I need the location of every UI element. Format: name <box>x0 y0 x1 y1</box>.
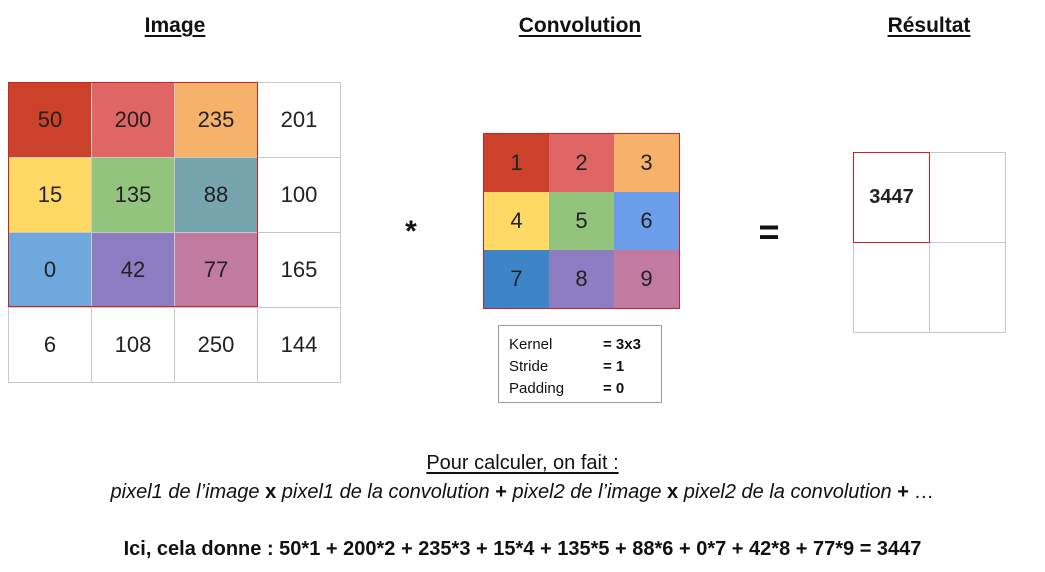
image-title: Image <box>144 14 206 37</box>
explanation-formula: pixel1 de l’image x pixel1 de la convolu… <box>0 481 1045 504</box>
kernel-size-value: = 3x3 <box>603 336 641 353</box>
image-cell-r4c4: 144 <box>258 308 341 383</box>
result-cell-r1c2 <box>930 153 1006 243</box>
kernel-cell-r1c1: 1 <box>484 134 549 192</box>
explanation-heading: Pour calculer, on fait : <box>0 452 1045 475</box>
formula-part-4: pixel2 de la convolution <box>678 481 898 503</box>
formula-plus-2: + <box>897 481 909 503</box>
image-cell-r1c4: 201 <box>258 83 341 158</box>
image-cell-r4c1: 6 <box>9 308 92 383</box>
image-matrix: 50 200 235 201 15 135 88 100 0 42 77 165 6 108 250 144 <box>8 82 341 383</box>
kernel-size-row: Kernel = 3x3 <box>509 334 661 356</box>
image-cell-r4c3: 250 <box>175 308 258 383</box>
equals-operator: = <box>758 211 780 252</box>
image-cell-r1c2: 200 <box>92 83 175 158</box>
formula-part-3: pixel2 de l’image <box>506 481 668 503</box>
formula-plus-1: + <box>495 481 507 503</box>
image-cell-r3c2: 42 <box>92 233 175 308</box>
kernel-cell-r2c1: 4 <box>484 192 549 250</box>
explanation-result-line: Ici, cela donne : 50*1 + 200*2 + 235*3 +… <box>123 538 922 560</box>
image-cell-r1c3: 235 <box>175 83 258 158</box>
kernel-cell-r1c3: 3 <box>614 134 679 192</box>
result-title: Résultat <box>887 14 971 37</box>
kernel-cell-r2c3: 6 <box>614 192 679 250</box>
multiply-operator: * <box>405 215 417 248</box>
formula-multiply-2: x <box>667 481 679 503</box>
image-cell-r3c1: 0 <box>9 233 92 308</box>
padding-row: Padding = 0 <box>509 378 661 400</box>
image-cell-r3c3: 77 <box>175 233 258 308</box>
kernel-size-label: Kernel <box>509 336 553 353</box>
image-cell-r2c1: 15 <box>9 158 92 233</box>
kernel-cell-r3c3: 9 <box>614 250 679 308</box>
stride-value: = 1 <box>603 358 625 375</box>
kernel-cell-r3c2: 8 <box>549 250 614 308</box>
stride-row: Stride = 1 <box>509 356 661 378</box>
result-cell-r1c1: 3447 <box>854 153 930 243</box>
image-cell-r1c1: 50 <box>9 83 92 158</box>
result-cell-r2c1 <box>854 243 930 333</box>
formula-part-2: pixel1 de la convolution <box>276 481 496 503</box>
image-cell-r3c4: 165 <box>258 233 341 308</box>
formula-part-5: … <box>908 481 935 503</box>
explanation-heading-text: Pour calculer, on fait : <box>426 452 619 474</box>
formula-part-1: pixel1 de l’image <box>110 481 266 503</box>
result-matrix: 3447 <box>853 152 1006 333</box>
kernel-cell-r2c2: 5 <box>549 192 614 250</box>
convolution-title: Convolution <box>518 14 642 37</box>
image-cell-r2c2: 135 <box>92 158 175 233</box>
result-cell-r2c2 <box>930 243 1006 333</box>
formula-multiply-1: x <box>265 481 277 503</box>
image-cell-r2c4: 100 <box>258 158 341 233</box>
kernel-info-box: Kernel = 3x3 Stride = 1 Padding = 0 <box>498 325 662 403</box>
kernel-cell-r3c1: 7 <box>484 250 549 308</box>
image-cell-r4c2: 108 <box>92 308 175 383</box>
kernel-cell-r1c2: 2 <box>549 134 614 192</box>
padding-value: = 0 <box>603 380 625 397</box>
padding-label: Padding <box>509 380 565 397</box>
stride-label: Stride <box>509 358 549 375</box>
image-cell-r2c3: 88 <box>175 158 258 233</box>
